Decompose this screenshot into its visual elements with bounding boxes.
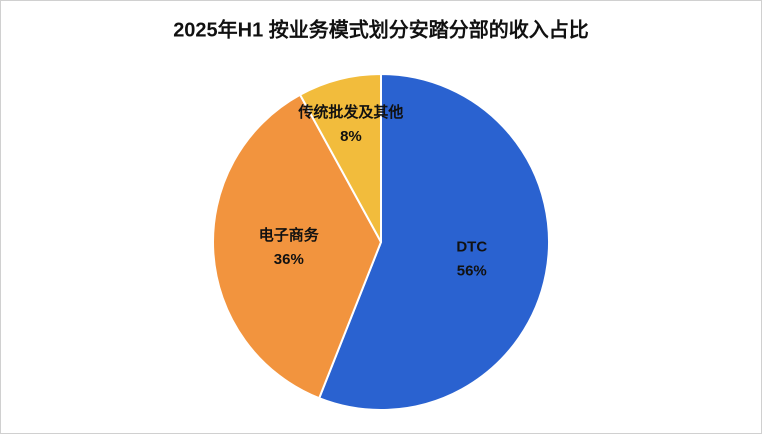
- pie-slice: [298, 72, 382, 243]
- pie-slice: [317, 72, 550, 411]
- pie-slice: [212, 93, 383, 400]
- slice-label: DTC: [456, 238, 487, 255]
- value-label: 36%: [274, 251, 304, 268]
- value-label: 56%: [457, 262, 487, 279]
- slice-label: 传统批发及其他: [297, 103, 403, 121]
- chart-title: 2025年H1 按业务模式划分安踏分部的收入占比: [173, 17, 589, 41]
- value-label: 8%: [340, 128, 362, 145]
- slice-label: 电子商务: [259, 226, 320, 244]
